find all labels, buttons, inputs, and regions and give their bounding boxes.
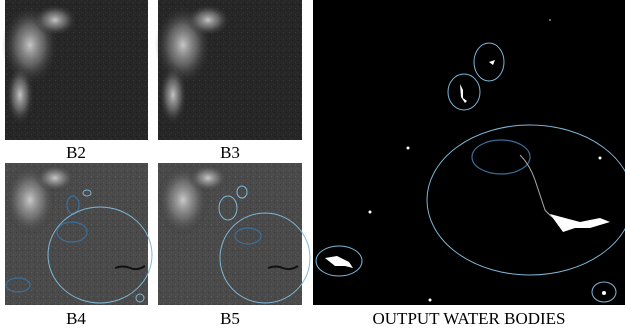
- output-image: [313, 0, 625, 305]
- band-image: [155, 0, 302, 140]
- page: B2 B3 B4 B5 OUTPUT WATER BODIES (() => {…: [0, 0, 625, 333]
- panel-label: B3: [220, 143, 240, 162]
- band-image: [2, 0, 148, 140]
- panel-label: B2: [66, 143, 86, 162]
- panel-label: B4: [66, 309, 86, 328]
- band-image: [4, 163, 152, 305]
- band-image: [157, 163, 310, 305]
- figure: B2 B3 B4 B5 OUTPUT WATER BODIES: [0, 0, 625, 333]
- output-label: OUTPUT WATER BODIES: [373, 309, 566, 328]
- panel-label: B5: [220, 309, 240, 328]
